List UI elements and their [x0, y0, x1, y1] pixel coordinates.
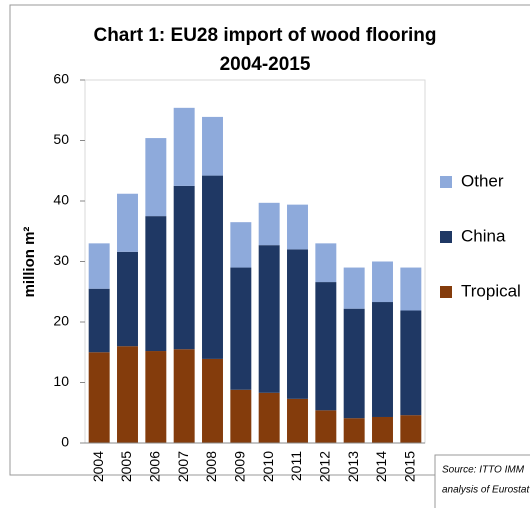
x-tick-label: 2008: [203, 451, 219, 482]
y-axis-label: million m²: [21, 227, 38, 298]
chart-title: Chart 1: EU28 import of wood flooring: [93, 25, 436, 46]
source-frame: [434, 454, 530, 508]
bar-segment: [88, 352, 110, 443]
x-tick-label: 2009: [232, 451, 248, 482]
x-tick-label: 2015: [402, 451, 418, 482]
bar-segment: [287, 249, 308, 399]
chart-title: 2004-2015: [220, 54, 311, 75]
bar-segment: [202, 358, 223, 443]
x-tick-label: 2013: [345, 451, 361, 482]
bar-segment: [400, 415, 422, 443]
legend-swatch: [440, 176, 452, 188]
y-tick-label: 60: [53, 71, 69, 87]
legend-label: China: [461, 226, 506, 245]
bar-segment: [315, 243, 337, 283]
bar-segment: [372, 302, 393, 417]
bar-segment: [258, 245, 280, 393]
bar-segment: [88, 243, 110, 289]
bar-segment: [173, 349, 195, 443]
bar-segment: [117, 193, 138, 252]
bar-segment: [343, 308, 365, 419]
x-tick-label: 2006: [147, 451, 163, 482]
bar-segment: [230, 267, 252, 390]
bar-segment: [372, 261, 393, 303]
bar-segment: [173, 185, 195, 350]
bar-segment: [315, 410, 337, 443]
bar-segment: [202, 116, 223, 176]
bar-segment: [145, 138, 167, 217]
y-tick-label: 40: [53, 192, 69, 208]
bar-segment: [117, 251, 138, 347]
bar-segment: [343, 418, 365, 443]
bar-segment: [315, 282, 337, 411]
bar-segment: [287, 204, 308, 250]
y-tick-label: 30: [53, 252, 69, 268]
bar-segment: [145, 351, 167, 443]
x-tick-label: 2010: [260, 451, 276, 482]
bar-segment: [400, 310, 422, 416]
x-tick-label: 2012: [317, 451, 333, 482]
x-tick-label: 2014: [373, 451, 389, 482]
bar-segment: [258, 392, 280, 443]
bar-segment: [117, 346, 138, 443]
x-tick-label: 2005: [118, 451, 134, 482]
bar-segment: [145, 216, 167, 352]
legend-label: Other: [461, 171, 504, 190]
y-tick-label: 10: [53, 373, 69, 389]
bar-segment: [202, 175, 223, 359]
source: Source: ITTO IMM: [442, 465, 525, 476]
bar-segment: [372, 416, 393, 443]
bar-segment: [287, 398, 308, 443]
y-tick-label: 0: [61, 434, 69, 450]
x-tick-label: 2004: [90, 451, 106, 482]
x-tick-label: 2007: [175, 451, 191, 482]
x-tick-label: 2011: [288, 451, 304, 481]
bar-segment: [258, 202, 280, 246]
bar-segment: [173, 107, 195, 186]
bar-segment: [88, 288, 110, 353]
legend-label: Tropical: [461, 281, 521, 300]
bar-segment: [230, 389, 252, 443]
legend-swatch: [440, 286, 452, 298]
bar-segment: [343, 267, 365, 309]
y-tick-label: 50: [53, 131, 69, 147]
source: analysis of Eurostat: [442, 485, 530, 496]
bar-segment: [400, 267, 422, 311]
y-tick-label: 20: [53, 313, 69, 329]
legend-swatch: [440, 231, 452, 243]
bar-segment: [230, 222, 252, 268]
